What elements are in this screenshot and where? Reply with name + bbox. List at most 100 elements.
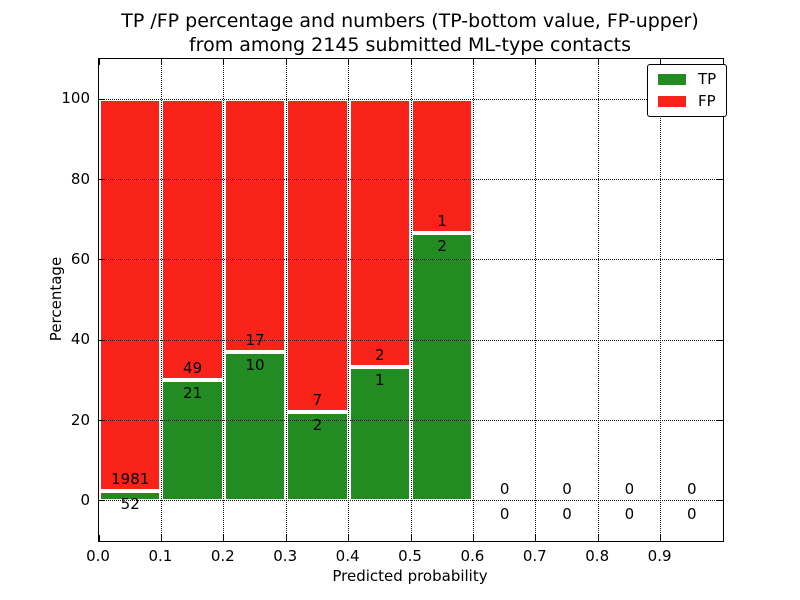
fp-count-label: 17 (245, 331, 265, 350)
legend-item: TP (658, 72, 716, 87)
gridline-vertical (535, 59, 537, 541)
x-tick-label: 0.4 (335, 547, 360, 565)
fp-count-label: 2 (375, 345, 385, 364)
gridline-vertical (348, 59, 350, 541)
y-tick-mark-right (717, 500, 723, 502)
y-tick-label: 0 (80, 490, 90, 509)
y-tick-label: 40 (70, 330, 90, 349)
x-tick-mark (98, 535, 100, 541)
bar-segment-tp (99, 490, 162, 501)
x-tick-mark-top (98, 59, 100, 65)
bar-segment-fp (411, 99, 474, 234)
y-tick-mark-right (717, 179, 723, 180)
fp-count-label: 49 (183, 359, 203, 378)
y-tick-label: 60 (70, 249, 90, 268)
fp-count-label: 0 (562, 479, 572, 498)
x-tick-mark-top (472, 59, 474, 65)
x-tick-mark-top (285, 59, 287, 65)
fp-count-label: 0 (624, 479, 635, 498)
x-tick-label: 0.0 (86, 547, 110, 565)
fp-count-label: 1 (437, 212, 447, 231)
tp-count-label: 52 (120, 494, 140, 513)
x-tick-label: 0.2 (210, 547, 235, 565)
x-tick-mark (223, 535, 225, 541)
bar-segment-tp (286, 411, 349, 501)
y-tick-mark (99, 98, 105, 100)
bar-segment-fp (286, 99, 349, 412)
legend-swatch-tp (658, 74, 686, 85)
tp-count-label: 1 (375, 370, 385, 389)
x-tick-mark (660, 535, 662, 541)
y-tick-mark (99, 259, 105, 261)
tp-count-label: 0 (687, 504, 697, 523)
x-tick-label: 0.9 (647, 547, 672, 565)
plot-area: 1981 52 49 21 17 10 7 2 2 1 1 2 0 0 0 0 0 0 0 0 (98, 58, 724, 542)
chart-title-line2: from among 2145 submitted ML-type contac… (188, 34, 632, 56)
y-tick-mark (99, 179, 105, 180)
gridline-vertical (285, 59, 287, 541)
tp-count-label: 10 (245, 356, 265, 375)
y-tick-label: 100 (61, 89, 90, 108)
fp-count-label: 7 (312, 390, 323, 409)
gridline-vertical (597, 59, 599, 541)
x-tick-mark-top (410, 59, 412, 65)
gridline-vertical (160, 59, 162, 541)
bar-segment-fp (99, 99, 162, 491)
y-tick-mark-right (717, 420, 723, 421)
x-tick-mark (472, 535, 474, 541)
bar-segment-tp (223, 352, 287, 501)
x-tick-label: 0.6 (460, 547, 485, 565)
fp-count-label: 0 (687, 479, 697, 498)
x-tick-mark (348, 535, 350, 541)
bar-segment-fp (223, 99, 287, 353)
x-tick-label: 0.3 (273, 547, 298, 565)
y-tick-mark (99, 500, 105, 502)
x-tick-mark (597, 535, 599, 541)
tp-count-label: 0 (499, 504, 510, 523)
bar-segment-tp (161, 380, 224, 501)
y-tick-label: 80 (70, 169, 90, 188)
x-tick-mark-top (223, 59, 225, 65)
y-tick-mark (99, 339, 105, 341)
x-tick-mark-top (597, 59, 599, 65)
bar-segment-fp (348, 99, 411, 367)
x-tick-label: 0.8 (585, 547, 610, 565)
tp-count-label: 2 (312, 415, 323, 434)
x-axis-label: Predicted probability (332, 567, 488, 585)
tp-count-label: 0 (562, 504, 572, 523)
x-tick-mark-top (535, 59, 537, 65)
y-tick-mark-right (717, 259, 723, 261)
x-tick-label: 0.5 (398, 547, 422, 565)
tp-count-label: 21 (183, 384, 203, 403)
y-axis-label: Percentage (47, 256, 65, 342)
x-tick-mark (160, 535, 162, 541)
gridline-vertical (410, 59, 412, 541)
x-tick-label: 0.7 (522, 547, 547, 565)
x-tick-mark-top (660, 59, 662, 65)
bar-segment-fp (161, 99, 224, 381)
fp-count-label: 1981 (111, 469, 150, 488)
x-tick-mark (410, 535, 412, 541)
legend-swatch-fp (658, 96, 686, 107)
y-tick-mark-right (717, 339, 723, 341)
chart-title-line1: TP /FP percentage and numbers (TP-bottom… (121, 10, 699, 32)
bar-segment-tp (348, 366, 411, 501)
legend: TP FP (647, 64, 728, 117)
x-tick-mark-top (348, 59, 350, 65)
x-tick-mark-top (160, 59, 162, 65)
chart-title: TP /FP percentage and numbers (TP-bottom… (98, 9, 722, 57)
tp-count-label: 0 (624, 504, 635, 523)
legend-label: TP (698, 70, 717, 88)
y-tick-mark (99, 420, 105, 421)
legend-label: FP (698, 92, 716, 110)
bar-segment-tp (411, 233, 474, 501)
legend-item: FP (658, 94, 716, 109)
y-tick-label: 20 (70, 410, 90, 429)
x-tick-mark (535, 535, 537, 541)
gridline-vertical (223, 59, 225, 541)
x-tick-label: 0.1 (148, 547, 173, 565)
gridline-vertical (472, 59, 474, 541)
gridline-vertical (660, 59, 662, 541)
tp-count-label: 2 (437, 237, 447, 256)
